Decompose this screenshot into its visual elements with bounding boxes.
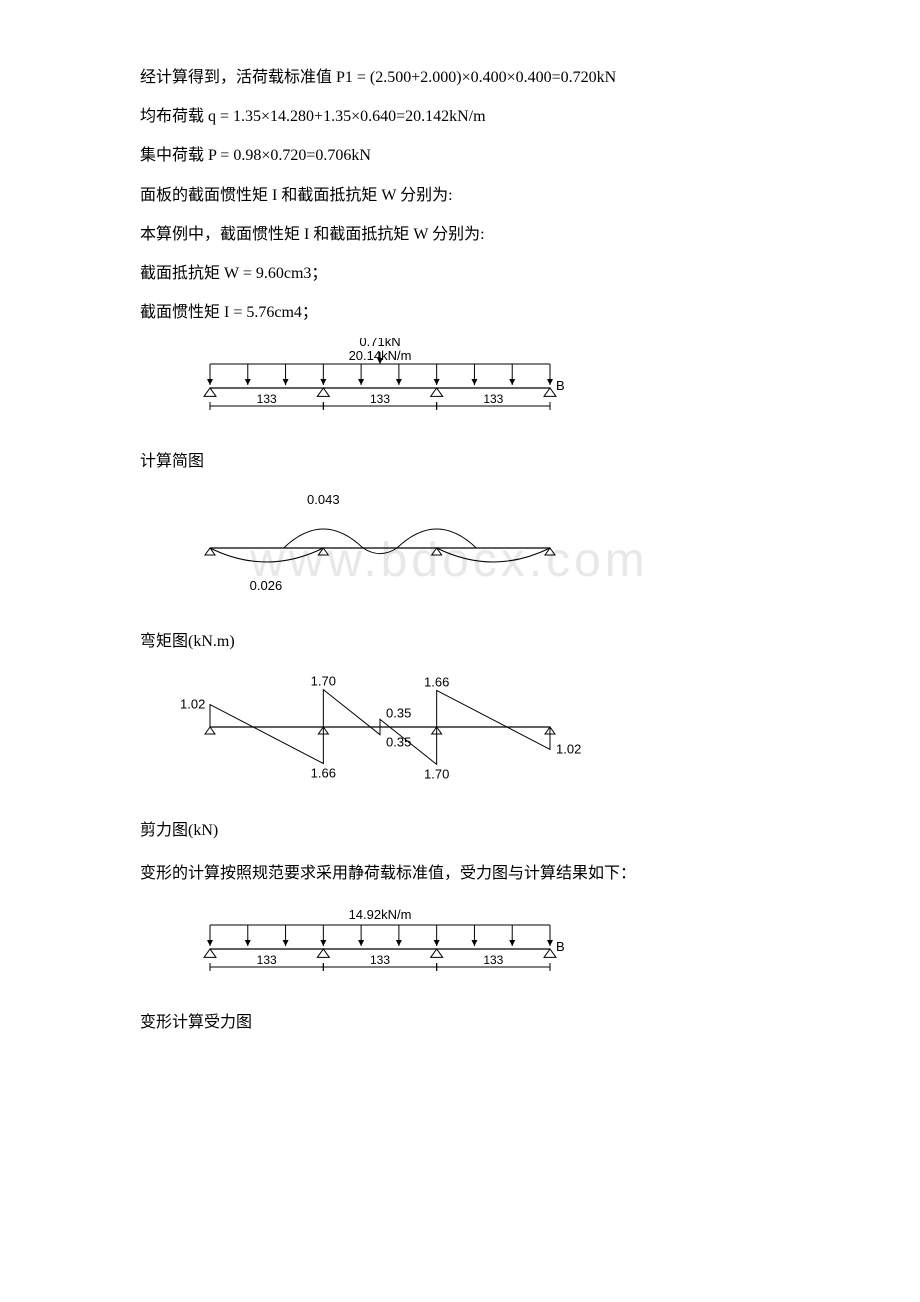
diagram-3-shear: 1.02 1.70 0.35 1.66 1.66 0.35 1.70 1.02: [160, 667, 780, 797]
text-line: 面板的截面惯性矩 I 和截面抵抗矩 W 分别为:: [140, 178, 780, 213]
text-line: 集中荷载 P = 0.98×0.720=0.706kN: [140, 138, 780, 173]
svg-text:133: 133: [370, 392, 390, 406]
svg-text:0.35: 0.35: [386, 734, 411, 749]
text-line: 截面惯性矩 I = 5.76cm4；: [140, 295, 780, 330]
svg-text:1.66: 1.66: [424, 674, 449, 689]
svg-text:133: 133: [370, 953, 390, 967]
svg-text:1.70: 1.70: [424, 766, 449, 781]
caption-2: 弯矩图(kN.m): [140, 624, 780, 659]
svg-text:0.043: 0.043: [307, 492, 340, 507]
text-line: 截面抵抗矩 W = 9.60cm3；: [140, 256, 780, 291]
caption-5: 变形计算受力图: [140, 1005, 780, 1040]
svg-text:B: B: [556, 939, 565, 954]
svg-text:0.35: 0.35: [386, 705, 411, 720]
svg-text:B: B: [556, 378, 565, 393]
svg-text:1.02: 1.02: [556, 741, 581, 756]
diagram-2-moment: www.bdocx.com 0.0430.026: [160, 488, 780, 608]
diagram-1-load: 0.71kN20.14kN/mB133133133: [160, 338, 780, 428]
text-line: 本算例中，截面惯性矩 I 和截面抵抗矩 W 分别为:: [140, 217, 780, 252]
text-line: 变形的计算按照规范要求采用静荷载标准值，受力图与计算结果如下：: [140, 856, 780, 891]
svg-text:133: 133: [483, 953, 503, 967]
svg-text:20.14kN/m: 20.14kN/m: [349, 348, 412, 363]
svg-text:1.66: 1.66: [311, 765, 336, 780]
caption-3: 剪力图(kN): [140, 813, 780, 848]
text-line: 均布荷载 q = 1.35×14.280+1.35×0.640=20.142kN…: [140, 99, 780, 134]
svg-text:14.92kN/m: 14.92kN/m: [349, 907, 412, 922]
diagram-4-deflection-load: 14.92kN/m B 133 133 133: [160, 899, 780, 989]
svg-text:1.02: 1.02: [180, 696, 205, 711]
text-line: 经计算得到，活荷载标准值 P1 = (2.500+2.000)×0.400×0.…: [140, 60, 780, 95]
caption-1: 计算简图: [140, 444, 780, 479]
svg-text:1.70: 1.70: [311, 673, 336, 688]
svg-text:133: 133: [483, 392, 503, 406]
svg-text:0.026: 0.026: [250, 578, 283, 593]
svg-text:133: 133: [257, 392, 277, 406]
svg-text:133: 133: [257, 953, 277, 967]
